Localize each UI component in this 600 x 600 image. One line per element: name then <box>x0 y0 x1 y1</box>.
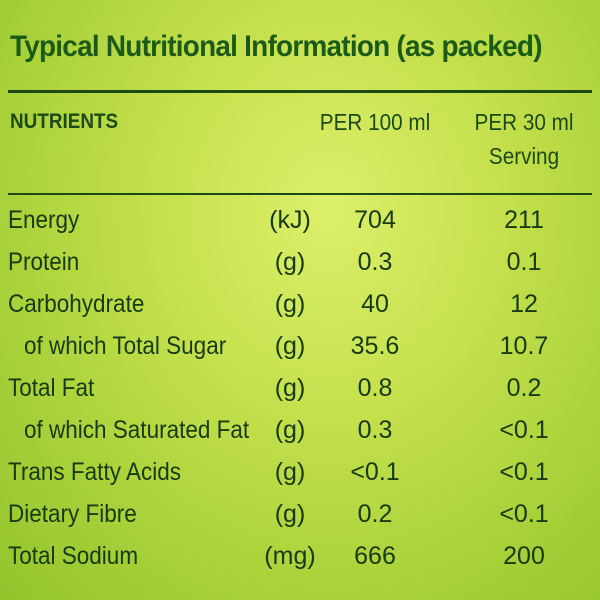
nutrient-name: Energy <box>8 206 80 234</box>
table-row: Carbohydrate (g) 40 12 <box>0 284 600 324</box>
per-30ml-header-line2: Serving <box>488 143 560 169</box>
value-per-100ml: 666 <box>354 542 396 570</box>
value-per-30ml: 12 <box>510 290 538 318</box>
value-per-100ml: 0.3 <box>357 248 393 276</box>
nutrient-name: Protein <box>8 248 80 276</box>
table-row: Protein (g) 0.3 0.1 <box>0 242 600 282</box>
per-100ml-header: PER 100 ml <box>308 105 443 139</box>
value-per-100ml: <0.1 <box>350 458 400 486</box>
value-per-100ml: 0.3 <box>357 416 393 444</box>
value-per-30ml: 200 <box>503 542 545 570</box>
nutrient-unit: (g) <box>274 458 306 486</box>
nutrient-name: Total Sodium <box>8 542 139 570</box>
nutrient-name: of which Total Sugar <box>24 332 227 360</box>
table-row: Total Fat (g) 0.8 0.2 <box>0 368 600 408</box>
nutrient-unit: (mg) <box>264 542 316 570</box>
value-per-100ml: 0.2 <box>357 500 393 528</box>
nutrient-unit: (g) <box>274 290 306 318</box>
value-per-100ml: 40 <box>361 290 389 318</box>
page-title: Typical Nutritional Information (as pack… <box>10 30 543 63</box>
value-per-30ml: <0.1 <box>499 416 549 444</box>
table-row: Trans Fatty Acids (g) <0.1 <0.1 <box>0 452 600 492</box>
nutrient-name: Carbohydrate <box>8 290 145 318</box>
nutrient-unit: (g) <box>274 374 306 402</box>
value-per-30ml: 10.7 <box>499 332 549 360</box>
nutrient-unit: (g) <box>274 500 306 528</box>
per-100ml-header-line1: PER 100 ml <box>319 109 431 135</box>
value-per-30ml: 0.2 <box>506 374 542 402</box>
table-row: Dietary Fibre (g) 0.2 <0.1 <box>0 494 600 534</box>
nutrient-name: Total Fat <box>8 374 95 402</box>
table-row: Total Sodium (mg) 666 200 <box>0 536 600 576</box>
nutrient-unit: (g) <box>274 416 306 444</box>
header-rule <box>8 90 592 93</box>
nutrient-name: Trans Fatty Acids <box>8 458 181 486</box>
table-row: Energy (kJ) 704 211 <box>0 200 600 240</box>
nutrient-unit: (kJ) <box>269 206 311 234</box>
value-per-100ml: 35.6 <box>350 332 400 360</box>
per-30ml-header-line1: PER 30 ml <box>474 109 574 135</box>
value-per-100ml: 0.8 <box>357 374 393 402</box>
nutrient-name: Dietary Fibre <box>8 500 137 528</box>
table-row: of which Total Sugar (g) 35.6 10.7 <box>0 326 600 366</box>
value-per-30ml: <0.1 <box>499 458 549 486</box>
value-per-100ml: 704 <box>354 206 396 234</box>
per-30ml-header: PER 30 ml Serving <box>457 105 590 173</box>
value-per-30ml: 211 <box>504 206 544 234</box>
value-per-30ml: 0.1 <box>506 248 542 276</box>
nutrient-name: of which Saturated Fat <box>24 416 250 444</box>
nutrient-unit: (g) <box>274 332 306 360</box>
nutrient-unit: (g) <box>274 248 306 276</box>
value-per-30ml: <0.1 <box>499 500 549 528</box>
table-header-rule <box>8 193 592 195</box>
nutrients-header: NUTRIENTS <box>10 110 119 133</box>
table-row: of which Saturated Fat (g) 0.3 <0.1 <box>0 410 600 450</box>
